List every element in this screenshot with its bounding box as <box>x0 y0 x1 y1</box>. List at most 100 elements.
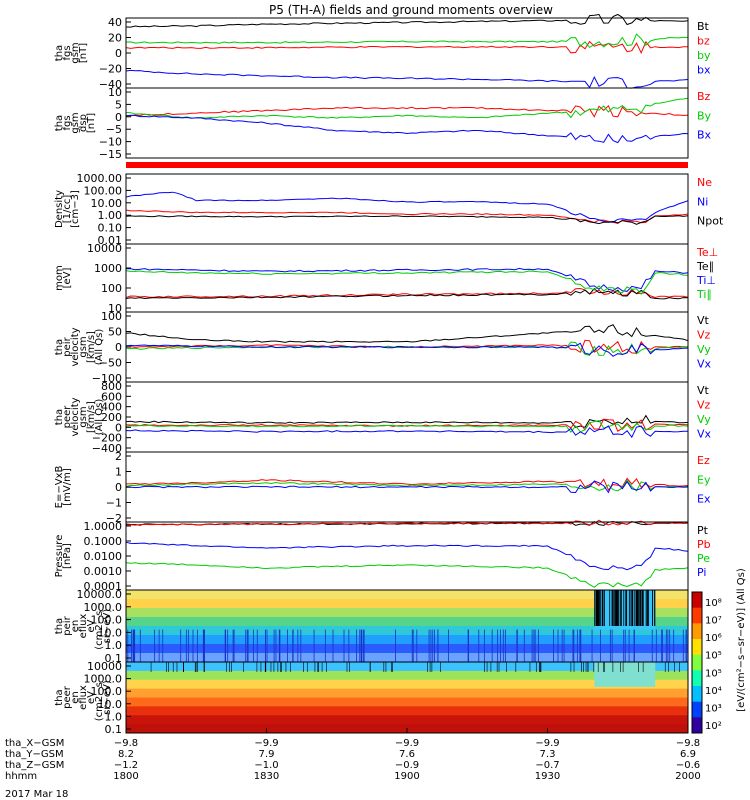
panel-stack: 40200−20−40thafgsgsm[nT]Btbzbybx1050−5−1… <box>54 13 724 736</box>
x-row-value: 6.9 <box>680 749 696 760</box>
y-axis-label: gsm <box>78 336 89 357</box>
x-row-value: 7.3 <box>540 749 556 760</box>
colorbar-segment <box>692 592 702 609</box>
y-tick-label: 1 <box>115 466 122 479</box>
y-tick-label: 100 <box>101 310 122 323</box>
y-axis-label: gsm <box>70 112 81 133</box>
x-row-value: −0.7 <box>535 760 559 771</box>
legend-entry: Npot <box>697 215 724 228</box>
series-Vz <box>125 418 689 432</box>
y-tick-label: 100.0 <box>91 614 123 627</box>
colorbar-tick-label: 10³ <box>705 703 722 714</box>
y-axis-label: eflux <box>78 685 89 710</box>
y-axis-label: velocity <box>70 327 81 366</box>
panel-p7: 2 1 0 −1 −2 E=−VxB[mV/m] Ez Ey Ex <box>54 450 711 525</box>
spectrogram-band <box>126 635 688 645</box>
series-Ni <box>125 191 689 223</box>
panel-frame <box>125 87 689 159</box>
y-tick-label: 1000.0 <box>84 673 123 686</box>
legend-entry: Vx <box>697 428 712 441</box>
series-By <box>125 97 689 119</box>
x-axis-annotations: tha_X−GSM −9.8 −9.9 −9.9 −9.9 −9.8 tha_Y−GSM 8.… <box>5 728 701 782</box>
y-tick-label: 10 <box>108 86 122 99</box>
y-tick-label: −15 <box>99 148 122 161</box>
y-axis-label: (cm2−s− <box>94 602 105 649</box>
legend-entry: bx <box>697 64 711 77</box>
y-tick-label: 2 <box>115 450 122 463</box>
flag-bar <box>126 162 688 168</box>
legend-entry: Ne <box>697 176 712 189</box>
spectrogram-band <box>126 653 688 663</box>
legend-entry: Vy <box>697 343 711 356</box>
y-tick-label: −5 <box>106 123 122 136</box>
x-row-label: hhmm <box>5 771 37 782</box>
x-row-value: −9.8 <box>114 738 138 749</box>
y-tick-label: 0.0010 <box>84 565 123 578</box>
series-Bz <box>125 104 689 118</box>
colorbar-tick-label: 10⁷ <box>705 616 722 627</box>
y-tick-label: 0.01 <box>98 234 123 247</box>
x-row-value: −9.8 <box>676 738 700 749</box>
series-bz <box>125 40 688 54</box>
legend-entry: Vz <box>697 329 711 342</box>
date-label: 2017 Mar 18 <box>5 789 68 800</box>
y-axis-label: [nT] <box>86 113 97 133</box>
panel-frame <box>125 243 689 313</box>
series-Ti⊥ <box>126 267 689 292</box>
y-tick-label: 10000.0 <box>77 588 123 601</box>
y-axis-label: E=−VxB <box>54 466 65 509</box>
y-tick-label: −50 <box>99 357 122 370</box>
colorbar-segment <box>692 701 702 718</box>
series-Ex <box>125 480 689 494</box>
y-tick-label: 5 <box>115 98 122 111</box>
x-row-value: 8.2 <box>118 749 134 760</box>
y-tick-label: −2 <box>106 512 122 525</box>
spectrogram-band <box>126 662 688 672</box>
y-tick-label: −200 <box>92 432 122 445</box>
y-axis-label: [km/s] <box>86 401 97 433</box>
y-tick-label: 1.0 <box>105 710 123 723</box>
legend-entry: Bx <box>697 129 712 142</box>
y-tick-label: 800 <box>101 380 122 393</box>
series-Vt <box>125 414 689 428</box>
colorbar-tick-label: 10⁵ <box>705 651 722 662</box>
y-axis-label: en <box>70 691 81 704</box>
legend-entry: bz <box>697 35 710 48</box>
series-Vx <box>125 425 689 439</box>
series-Vy <box>125 341 689 356</box>
y-axis-label: tha <box>54 45 65 61</box>
panel-frame <box>125 173 689 245</box>
colorbar-segment <box>692 607 702 624</box>
spectrogram-band <box>126 608 688 618</box>
spectrogram-band <box>126 697 688 707</box>
y-axis-label: [km/s] <box>86 331 97 363</box>
y-tick-label: 100.00 <box>84 184 123 197</box>
y-tick-label: −400 <box>92 442 122 455</box>
y-axis-label: tha <box>54 689 65 705</box>
colorbar-label: [eV/(cm²−s−sr−eV)] (All Qs) <box>736 568 747 712</box>
x-row-value: 1800 <box>113 771 138 782</box>
y-axis-label: [nPa] <box>62 543 73 569</box>
panel-frame <box>125 381 689 453</box>
x-row-value: 7.6 <box>399 749 415 760</box>
y-tick-label: 1.0 <box>105 639 123 652</box>
y-axis-label: Density <box>54 190 65 228</box>
y-tick-label: −1 <box>106 497 122 510</box>
x-row-label: tha_Y−GSM <box>5 749 64 760</box>
y-axis-label: [cm−3] <box>70 190 81 228</box>
spectrogram-band <box>126 706 688 716</box>
y-axis-label: en <box>70 620 81 633</box>
colorbar: 10⁸ 10⁷ 10⁶ 10⁵ 10⁵ 10⁴ 10³ 10² [eV/(cm²−s−sr−eV… <box>691 568 747 734</box>
y-tick-label: 0.0001 <box>84 580 123 593</box>
y-tick-label: 10000 <box>87 242 122 255</box>
series-Te⊥ <box>125 287 689 299</box>
y-axis-label: sr−eV) <box>102 609 113 644</box>
y-axis-label: peer <box>62 685 73 709</box>
y-axis-label: peer <box>62 405 73 429</box>
legend-entry: Pt <box>697 524 709 537</box>
series-Pb <box>125 519 689 526</box>
y-tick-label: 1000.00 <box>77 172 123 185</box>
